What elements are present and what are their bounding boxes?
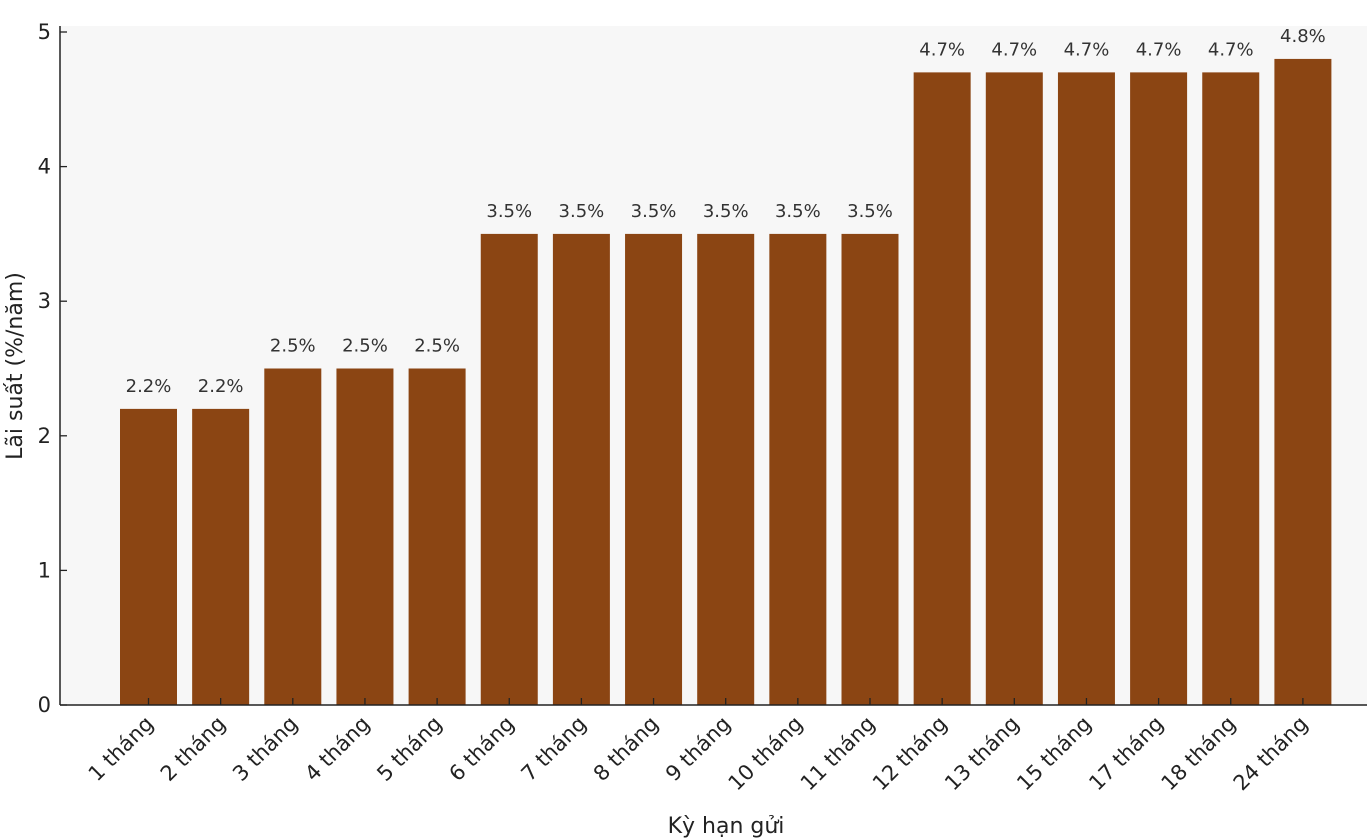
bar-14 [1057, 72, 1115, 705]
data-label-5: 2.5% [414, 336, 460, 357]
bar-12 [913, 72, 971, 705]
bar-17 [1274, 58, 1332, 706]
data-label-17: 4.8% [1280, 26, 1326, 47]
bar-4 [336, 368, 394, 705]
bar-6 [480, 233, 538, 705]
y-tick-label-0: 0 [38, 693, 51, 717]
x-tick-label-13: 13 tháng [940, 712, 1024, 796]
x-tick-label-16: 18 tháng [1157, 712, 1241, 796]
y-tick-label-2: 2 [38, 424, 51, 448]
data-label-2: 2.2% [198, 376, 244, 397]
x-tick-label-14: 15 tháng [1012, 712, 1096, 796]
bar-9 [697, 233, 755, 705]
data-label-1: 2.2% [126, 376, 172, 397]
x-tick-label-4: 4 tháng [300, 712, 374, 786]
data-label-15: 4.7% [1136, 39, 1182, 60]
y-tick-label-3: 3 [38, 289, 51, 313]
bar-5 [408, 368, 466, 705]
data-label-4: 2.5% [342, 336, 388, 357]
x-axis-title: Kỳ hạn gửi [668, 814, 785, 839]
data-label-6: 3.5% [486, 201, 532, 222]
bar-1 [120, 408, 177, 705]
y-tick-label-5: 5 [38, 20, 51, 44]
x-tick-label-7: 7 tháng [517, 712, 591, 786]
bar-16 [1202, 72, 1260, 705]
x-tick-label-11: 11 tháng [796, 712, 880, 796]
data-label-3: 2.5% [270, 336, 316, 357]
data-label-11: 3.5% [847, 201, 893, 222]
bars-group [120, 58, 1332, 706]
x-tick-label-8: 8 tháng [589, 712, 663, 786]
data-label-8: 3.5% [631, 201, 677, 222]
bar-8 [625, 233, 683, 705]
x-tick-label-17: 24 tháng [1229, 712, 1313, 796]
x-tick-label-1: 1 tháng [84, 712, 158, 786]
x-tick-label-9: 9 tháng [661, 712, 735, 786]
x-tick-label-5: 5 tháng [372, 712, 446, 786]
data-label-7: 3.5% [559, 201, 605, 222]
data-label-10: 3.5% [775, 201, 821, 222]
x-tick-label-2: 2 tháng [156, 712, 230, 786]
data-label-13: 4.7% [991, 39, 1037, 60]
bar-7 [552, 233, 610, 705]
data-label-12: 4.7% [919, 39, 965, 60]
bar-10 [769, 233, 827, 705]
data-labels-group: 2.2% 2.2% 2.5% 2.5% 2.5% 3.5% 3.5% 3.5% 3.5% 3.5%… [126, 26, 1326, 397]
y-tick-label-4: 4 [38, 155, 51, 179]
bar-2 [192, 408, 250, 705]
x-tick-label-3: 3 tháng [228, 712, 302, 786]
x-tick-label-10: 10 tháng [724, 712, 808, 796]
x-tick-label-6: 6 tháng [444, 712, 518, 786]
x-tick-label-12: 12 tháng [868, 712, 952, 796]
x-tick-label-15: 17 tháng [1084, 712, 1168, 796]
data-label-14: 4.7% [1064, 39, 1110, 60]
y-tick-label-1: 1 [38, 558, 51, 582]
y-axis-title: Lãi suất (%/năm) [3, 272, 28, 460]
data-label-16: 4.7% [1208, 39, 1254, 60]
data-label-9: 3.5% [703, 201, 749, 222]
bar-3 [264, 368, 322, 705]
bar-15 [1130, 72, 1188, 705]
y-axis: 0 1 2 3 4 5 [38, 20, 67, 717]
bar-11 [841, 233, 899, 705]
bar-13 [985, 72, 1043, 705]
